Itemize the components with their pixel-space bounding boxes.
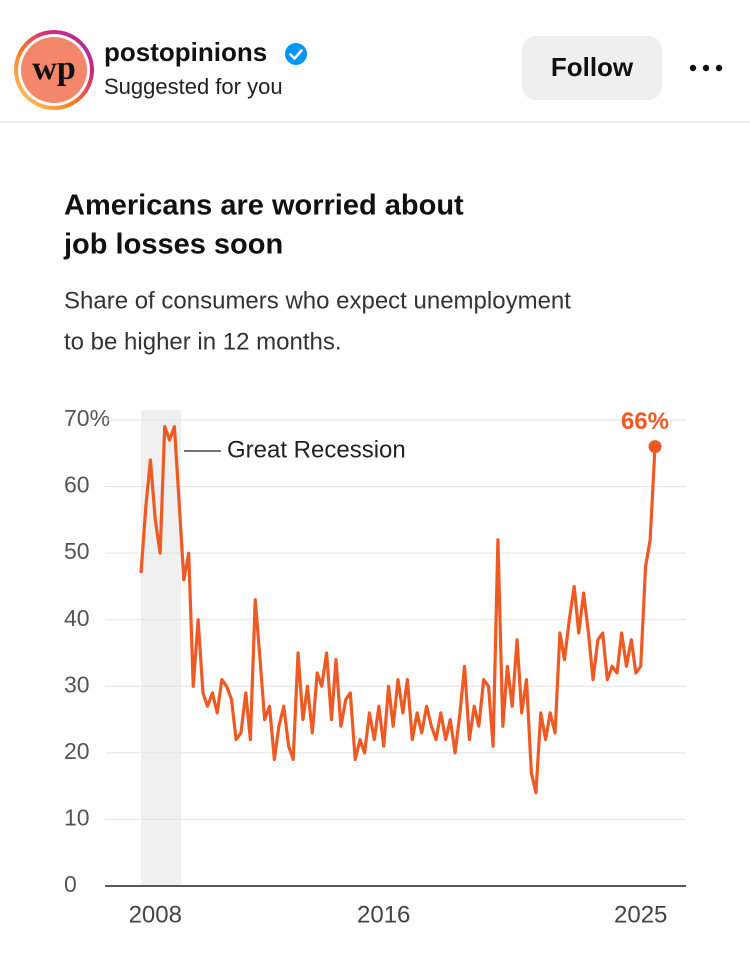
- follow-button[interactable]: [522, 36, 662, 100]
- chart-subtitle: to be higher in 12 months.: [64, 328, 342, 355]
- y-tick-label: 10: [64, 805, 90, 831]
- x-tick-label: 2008: [129, 901, 182, 928]
- data-line: [139, 425, 657, 795]
- x-tick-label: 2016: [357, 901, 410, 928]
- follow-label: Follow: [551, 52, 634, 82]
- y-tick-label: 60: [64, 472, 90, 498]
- x-tick-label: 2025: [614, 901, 667, 928]
- end-label: 66%: [621, 408, 669, 435]
- y-tick-label: 30: [64, 671, 90, 697]
- y-tick-label: 70%: [64, 405, 110, 431]
- y-tick-label: 20: [64, 738, 90, 764]
- verified-badge: [285, 43, 307, 65]
- y-tick-label: 40: [64, 605, 90, 631]
- avatar-logo: wp: [32, 50, 75, 87]
- annotation: Great Recession: [227, 436, 406, 463]
- chart-title: Americans are worried about: [64, 190, 464, 222]
- chart-subtitle: Share of consumers who expect unemployme…: [64, 287, 571, 314]
- end-dot: [648, 440, 662, 454]
- username[interactable]: postopinions: [104, 37, 267, 67]
- y-tick-label: 0: [64, 871, 77, 897]
- avatar[interactable]: [21, 37, 87, 103]
- y-tick-label: 50: [64, 538, 90, 564]
- chart-title: job losses soon: [63, 229, 283, 261]
- suggested: Suggested for you: [104, 74, 283, 99]
- more-menu[interactable]: [689, 64, 723, 72]
